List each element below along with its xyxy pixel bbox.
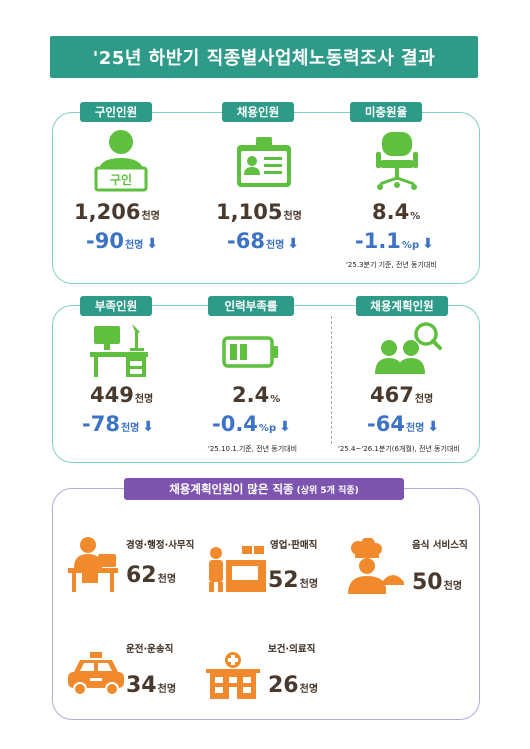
- occupation-value: 34천명: [126, 673, 177, 698]
- down-arrow-icon: ⬇: [146, 236, 159, 252]
- tab-shortage-rate: 인력부족률: [208, 296, 294, 316]
- occupation-label: 경영·행정·사무직: [126, 540, 195, 551]
- occupation-value: 50천명: [412, 570, 463, 595]
- page-title: '25년 하반기 직종별사업체노동력조사 결과: [50, 36, 478, 78]
- down-arrow-icon: ⬇: [142, 419, 155, 435]
- tab-shortage: 부족인원: [80, 296, 152, 316]
- recruiter-sign-icon: [92, 128, 150, 194]
- occupation-label: 음식 서비스직: [412, 540, 468, 551]
- office-chair-icon: [374, 130, 420, 192]
- shortage-rate-value: 2.4%: [232, 383, 281, 407]
- unfilled-rate-value: 8.4%: [372, 200, 421, 224]
- unfilled-rate-note: '25.3분기 기준, 전년 동기대비: [346, 261, 437, 269]
- shortage-rate-note: '25.10.1.기준, 전년 동기대비: [208, 445, 298, 453]
- hires-change: -68천명 ⬇: [227, 229, 300, 253]
- job-openings-value: 1,206천명: [74, 200, 160, 224]
- empty-desk-icon: [88, 322, 150, 378]
- occupation-value: 62천명: [126, 563, 177, 588]
- stats-panel-shortage: [52, 305, 480, 463]
- hiring-plan-note: '25.4~'26.1분기(6개월), 전년 동기대비: [338, 445, 460, 453]
- hiring-plan-change: -64천명 ⬇: [367, 412, 440, 436]
- tab-hires: 채용인원: [222, 102, 294, 122]
- tab-hiring-plan: 채용계획인원: [356, 296, 448, 316]
- down-arrow-icon: ⬇: [427, 419, 440, 435]
- recruiter-sign-text: 구인: [109, 173, 133, 187]
- taxi-icon: [68, 652, 124, 696]
- tab-unfilled-rate: 미충원율: [350, 102, 422, 122]
- occupation-label: 영업·판매직: [270, 540, 318, 551]
- down-arrow-icon: ⬇: [287, 236, 300, 252]
- panel-divider: [331, 316, 332, 444]
- down-arrow-icon: ⬇: [279, 419, 291, 435]
- shortage-value: 449천명: [90, 383, 154, 407]
- people-search-icon: [374, 320, 442, 374]
- chef-icon: [344, 537, 404, 594]
- shortage-change: -78천명 ⬇: [82, 412, 155, 436]
- office-worker-icon: [68, 536, 118, 592]
- hiring-plan-value: 467천명: [370, 383, 434, 407]
- battery-icon: [222, 336, 280, 368]
- occupation-value: 26천명: [268, 673, 319, 698]
- id-card-icon: [236, 137, 292, 189]
- hospital-icon: [206, 651, 260, 699]
- down-arrow-icon: ⬇: [422, 236, 434, 252]
- sales-counter-icon: [206, 546, 266, 592]
- tab-job-openings: 구인인원: [80, 102, 152, 122]
- unfilled-rate-change: -1.1%p ⬇: [355, 229, 434, 253]
- job-openings-change: -90천명 ⬇: [86, 229, 159, 253]
- occupation-value: 52천명: [268, 568, 319, 593]
- shortage-rate-change: -0.4%p ⬇: [212, 412, 291, 436]
- occupation-label: 보건·의료직: [268, 644, 316, 655]
- occupation-label: 운전·운송직: [126, 644, 174, 655]
- tab-top-occupations: 채용계획인원이 많은 직종 (상위 5개 직종): [124, 478, 404, 500]
- hires-value: 1,105천명: [216, 200, 302, 224]
